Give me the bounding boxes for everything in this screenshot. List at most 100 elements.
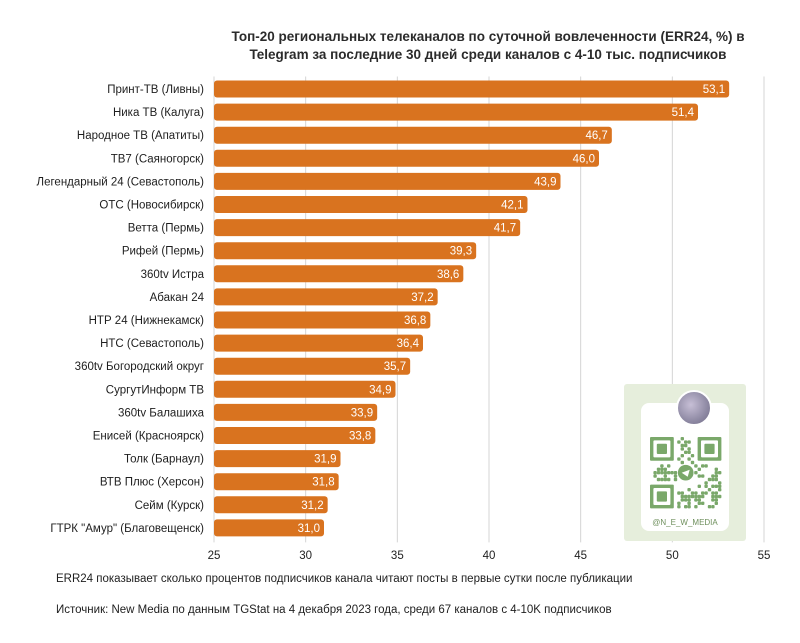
qr-module: [714, 484, 718, 488]
qr-module: [690, 454, 695, 458]
category-label: Толк (Барнаул): [124, 454, 204, 466]
qr-module: [663, 471, 667, 475]
category-label: Сейм (Курск): [135, 500, 205, 512]
x-tick-label: 45: [574, 550, 587, 562]
qr-module: [680, 437, 684, 441]
qr-module: [714, 501, 718, 505]
category-label: 360tv Богородский округ: [75, 361, 204, 373]
qr-handle: @N_E_W_MEDIA: [652, 518, 718, 527]
category-label: СургутИнформ ТВ: [106, 384, 205, 396]
value-label: 43,9: [534, 176, 556, 188]
qr-module: [673, 477, 678, 482]
qr-module: [701, 464, 705, 468]
qr-module: [704, 484, 708, 488]
chart-title-line-2: Telegram за последние 30 дней среди кана…: [249, 47, 727, 62]
qr-module: [690, 460, 695, 465]
qr-module: [687, 447, 691, 451]
bar: [214, 357, 411, 375]
value-label: 53,1: [703, 84, 725, 96]
value-label: 36,8: [404, 315, 426, 327]
qr-module: [677, 457, 681, 461]
qr-module: [677, 440, 681, 444]
qr-module: [697, 494, 701, 499]
qr-module: [687, 494, 691, 499]
qr-module: [656, 477, 661, 482]
bar: [214, 149, 599, 167]
bar: [214, 380, 396, 398]
qr-module: [687, 501, 691, 505]
qr-module: [687, 505, 691, 509]
qr-module: [694, 491, 698, 495]
qr-module: [711, 498, 715, 502]
bar: [214, 103, 698, 121]
qr-module: [694, 498, 698, 502]
qr-module: [667, 464, 671, 468]
qr-module: [656, 443, 667, 454]
qr-module: [697, 474, 701, 478]
qr-module: [680, 498, 684, 502]
qr-module: [663, 477, 667, 482]
qr-code-icon: [650, 437, 722, 509]
qr-module: [684, 494, 688, 499]
category-label: ТВ7 (Саяногорск): [111, 153, 204, 165]
qr-module: [687, 498, 691, 502]
qr-module: [690, 494, 695, 499]
qr-module: [680, 460, 684, 465]
category-label: Енисей (Красноярск): [93, 431, 204, 443]
bar: [214, 80, 730, 98]
qr-module: [684, 505, 688, 509]
qr-module: [656, 471, 661, 475]
qr-module: [697, 501, 701, 505]
bar: [214, 288, 438, 306]
category-label: Рифей (Пермь): [122, 246, 204, 258]
qr-module: [656, 467, 661, 471]
qr-module: [653, 471, 657, 475]
qr-module: [701, 494, 705, 499]
qr-module: [701, 491, 705, 495]
qr-module: [704, 464, 708, 468]
category-label: 360tv Истра: [141, 269, 205, 281]
qr-module: [684, 450, 688, 454]
qr-module: [711, 474, 715, 478]
qr-module: [680, 494, 684, 499]
value-label: 51,4: [672, 107, 695, 119]
qr-module: [707, 488, 712, 492]
x-tick-label: 35: [391, 550, 404, 562]
value-label: 31,8: [312, 477, 334, 489]
qr-module: [714, 474, 718, 478]
qr-module: [718, 471, 722, 475]
qr-module: [660, 477, 664, 482]
qr-module: [697, 467, 701, 471]
category-label: Абакан 24: [150, 292, 205, 304]
qr-module: [656, 491, 667, 502]
qr-module: [690, 491, 695, 495]
footnote-definition: ERR24 показывает сколько процентов подпи…: [56, 573, 633, 585]
qr-module: [707, 505, 712, 509]
qr-module: [714, 498, 718, 502]
qr-module: [660, 464, 664, 468]
qr-module: [694, 494, 698, 499]
qr-module: [677, 505, 681, 509]
bar: [214, 450, 341, 468]
bar: [214, 473, 339, 491]
bar: [214, 427, 376, 444]
qr-module: [680, 447, 684, 451]
category-label: Принт-ТВ (Ливны): [107, 84, 204, 96]
qr-module: [684, 498, 688, 502]
qr-module: [714, 471, 718, 475]
value-label: 31,9: [314, 454, 336, 466]
qr-module: [684, 443, 688, 448]
qr-module: [718, 494, 722, 499]
x-tick-label: 40: [483, 550, 496, 562]
qr-module: [677, 501, 681, 505]
bar: [214, 334, 423, 352]
chart-title-line-1: Топ-20 региональных телеканалов по суточ…: [231, 29, 745, 44]
qr-module: [694, 471, 698, 475]
bar: [214, 311, 431, 329]
value-label: 31,0: [298, 523, 320, 535]
bar: [214, 242, 477, 260]
qr-module: [673, 471, 678, 475]
qr-module: [714, 477, 718, 482]
category-label: 360tv Балашиха: [118, 407, 205, 419]
